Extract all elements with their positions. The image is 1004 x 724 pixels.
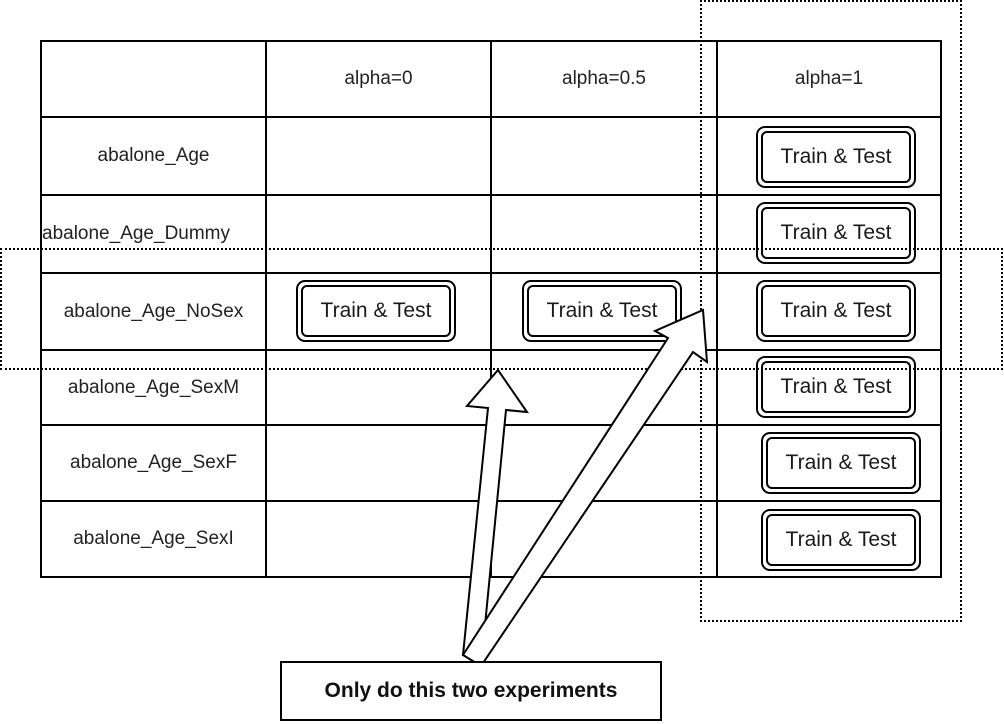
train-test-label: Train & Test: [761, 131, 911, 183]
train-test-label: Train & Test: [766, 514, 916, 566]
table-line-col1: [265, 40, 267, 578]
note-text: Only do this two experiments: [324, 679, 618, 702]
table-border-right: [940, 40, 942, 578]
row-label-abalone-age-sexf: abalone_Age_SexF: [70, 452, 237, 473]
column-header-alpha-0: alpha=0: [344, 68, 413, 89]
train-test-button-age-alpha1[interactable]: Train & Test: [756, 126, 916, 188]
train-test-label: Train & Test: [761, 285, 911, 337]
train-test-button-nosex-alpha0-5[interactable]: Train & Test: [522, 280, 682, 342]
train-test-button-nosex-alpha0[interactable]: Train & Test: [296, 280, 456, 342]
column-header-alpha-1: alpha=1: [794, 68, 864, 89]
row-label-abalone-age-nosex: abalone_Age_NoSex: [63, 300, 244, 322]
row-label-abalone-age: abalone_Age: [97, 145, 210, 166]
train-test-button-sexf-alpha1[interactable]: Train & Test: [761, 432, 921, 494]
train-test-label: Train & Test: [761, 207, 911, 259]
note-box: Only do this two experiments: [280, 661, 662, 721]
block-arrow-to-alpha0-5: [461, 308, 709, 668]
table-line-col2: [490, 40, 492, 578]
table-line-col3: [716, 40, 718, 578]
train-test-label: Train & Test: [301, 285, 451, 337]
column-header-alpha-0-5: alpha=0.5: [562, 68, 646, 89]
table-border-left: [40, 40, 42, 578]
row-label-abalone-age-sexi: abalone_Age_SexI: [73, 528, 234, 549]
train-test-button-sexi-alpha1[interactable]: Train & Test: [761, 509, 921, 571]
row-label-abalone-age-sexm: abalone_Age_SexM: [67, 376, 240, 398]
train-test-button-sexm-alpha1[interactable]: Train & Test: [756, 356, 916, 418]
highlight-row-nosex: [0, 248, 1003, 370]
train-test-label: Train & Test: [761, 361, 911, 413]
train-test-button-dummy-alpha1[interactable]: Train & Test: [756, 202, 916, 264]
train-test-label: Train & Test: [766, 437, 916, 489]
train-test-button-nosex-alpha1[interactable]: Train & Test: [756, 280, 916, 342]
train-test-label: Train & Test: [527, 285, 677, 337]
block-arrow-to-alpha0: [461, 368, 530, 658]
row-label-abalone-age-dummy: abalone_Age_Dummy: [42, 223, 231, 244]
